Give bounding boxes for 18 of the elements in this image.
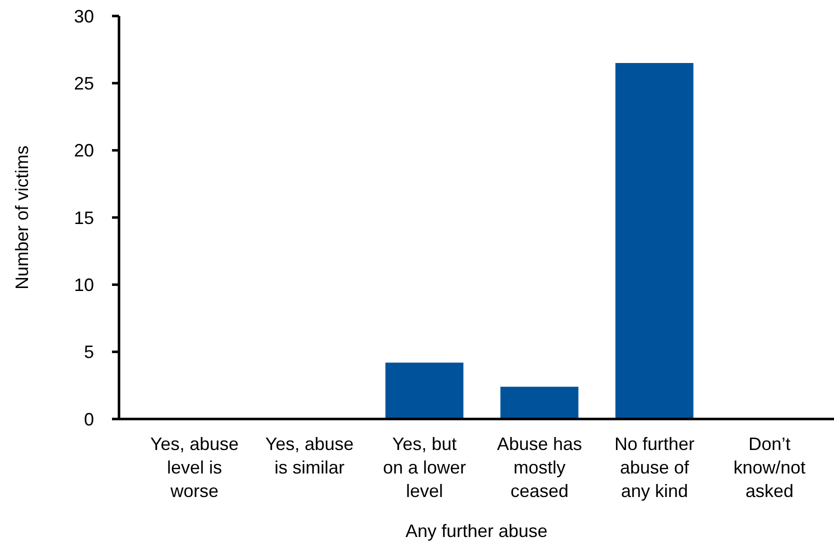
x-tick-label: No further abuse of any kind <box>614 434 695 502</box>
y-tick-label: 15 <box>74 208 94 228</box>
x-tick-label: Yes, but on a lower level <box>382 434 466 502</box>
y-axis-title: Number of victims <box>12 145 32 290</box>
x-tick-label: Yes, abuse level is worse <box>150 434 239 502</box>
bar <box>385 362 464 419</box>
x-tick-label: Don’t know/not asked <box>733 434 806 502</box>
bar <box>615 63 694 419</box>
bar <box>500 386 578 419</box>
x-axis-title: Any further abuse <box>405 521 548 541</box>
x-tick-label: Abuse has mostly ceased <box>496 434 582 502</box>
y-tick-label: 20 <box>74 140 94 161</box>
y-tick-label: 0 <box>84 409 94 430</box>
y-tick-label: 25 <box>74 74 94 94</box>
y-tick-label: 10 <box>74 275 94 296</box>
x-tick-label: Yes, abuse is similar <box>265 434 354 478</box>
y-tick-label: 30 <box>74 6 94 26</box>
y-tick-label: 5 <box>84 342 94 362</box>
